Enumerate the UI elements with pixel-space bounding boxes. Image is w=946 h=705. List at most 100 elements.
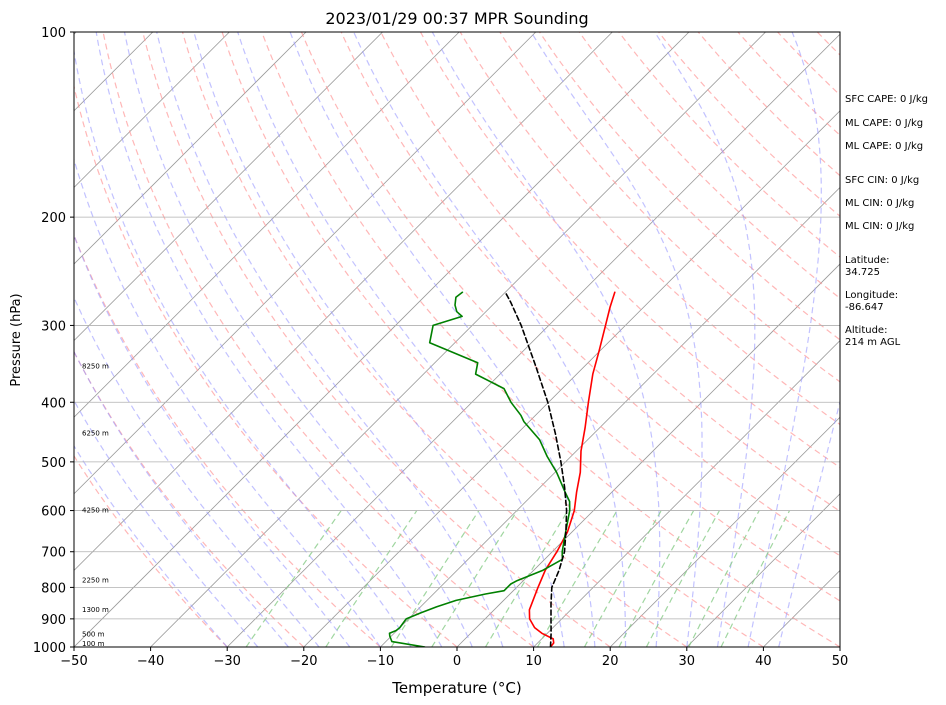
moist-adiabat-line — [431, 32, 661, 647]
ml-cape-text: ML CAPE: 0 J/kg — [845, 118, 924, 129]
moist-adiabat-line — [74, 47, 412, 647]
dry-adiabat-line — [261, 32, 840, 647]
mixing-ratio-line — [720, 510, 791, 647]
dry-adiabat-line — [539, 32, 840, 341]
y-tick-label: 400 — [41, 396, 66, 411]
y-tick-label: 100 — [41, 26, 66, 41]
altitude-label: 6250 m — [82, 430, 109, 438]
isotherm-line — [74, 32, 460, 418]
temperature-line — [528, 291, 616, 647]
dry-adiabat-line — [459, 32, 840, 426]
moist-adiabat-line — [74, 157, 381, 647]
altitude-label: 8250 m — [82, 363, 109, 371]
moist-adiabat-line — [156, 32, 504, 647]
isotherm-line — [74, 32, 230, 188]
isotherm-line — [456, 263, 840, 647]
altitude-label: 500 m — [82, 631, 105, 639]
moist-adiabat-line — [74, 399, 259, 647]
x-tick-label: 10 — [525, 654, 542, 669]
isotherm-line — [533, 340, 840, 647]
moist-adiabat-line — [74, 444, 228, 647]
dry-adiabat-line — [300, 32, 840, 602]
moist-adiabat-line — [74, 233, 351, 647]
mixing-ratio-line — [583, 510, 662, 647]
mixing-ratio-line — [536, 510, 618, 647]
dry-adiabat-line — [181, 32, 688, 647]
isotherm-line — [226, 33, 840, 647]
x-tick-label: −20 — [290, 654, 317, 669]
isotherm-line — [74, 32, 537, 495]
longitude-text: Longitude: -86.647 — [845, 290, 899, 313]
pressure-grid — [74, 32, 840, 647]
isotherm-line — [150, 32, 766, 647]
dry-adiabat-line — [340, 32, 840, 557]
altitude-label: 1300 m — [82, 606, 109, 614]
isotherm-line — [380, 186, 840, 647]
isotherm-line — [74, 32, 613, 571]
dry-adiabat-line — [102, 32, 534, 647]
y-tick-label: 800 — [41, 581, 66, 596]
y-tick-label: 900 — [41, 613, 66, 628]
dewpoint-line — [388, 291, 571, 647]
y-axis-ticks: 100 200 300 400 500 600 700 800 900 1000 — [33, 26, 74, 656]
dry-adiabat-line — [499, 32, 840, 383]
ml-cin-text-2: ML CIN: 0 J/kg — [845, 221, 915, 232]
mixing-ratio-line — [645, 510, 720, 647]
y-axis-label: Pressure (hPa) — [9, 293, 24, 386]
parcel-line — [504, 291, 568, 647]
sfc-cape-text: SFC CAPE: 0 J/kg — [845, 94, 928, 105]
x-tick-label: 20 — [602, 654, 619, 669]
isotherm-line — [686, 493, 840, 647]
dry-adiabat-line — [221, 32, 764, 647]
y-tick-label: 700 — [41, 546, 66, 561]
ml-cin-text: ML CIN: 0 J/kg — [845, 198, 915, 209]
x-axis-label: Temperature (°C) — [391, 679, 521, 697]
mixing-ratio-line — [688, 510, 760, 647]
moist-adiabat-line — [778, 399, 840, 647]
moist-adiabat-line — [353, 32, 627, 647]
altitude-label: 100 m — [82, 640, 105, 648]
x-tick-label: −40 — [137, 654, 164, 669]
isotherm-line — [609, 416, 840, 647]
x-tick-label: −50 — [60, 654, 87, 669]
y-tick-label: 600 — [41, 505, 66, 520]
dry-adiabat-line — [658, 32, 840, 217]
latitude-text: Latitude: 34.725 — [845, 255, 890, 278]
x-axis-ticks: −50 −40 −30 −20 −10 0 10 20 30 40 50 — [60, 647, 848, 669]
dry-adiabat-line — [74, 83, 458, 647]
x-tick-label: 50 — [832, 654, 849, 669]
moist-adiabat-line — [530, 32, 703, 647]
dry-adiabat-line — [142, 32, 611, 647]
dry-adiabat-line — [74, 233, 381, 647]
ml-cape-text-2: ML CAPE: 0 J/kg — [845, 141, 924, 152]
profile-lines — [388, 291, 616, 647]
altitude-label: 2250 m — [82, 577, 109, 585]
altitude-label: 4250 m — [82, 507, 109, 515]
plot-area — [74, 32, 840, 647]
y-tick-label: 300 — [41, 319, 66, 334]
dry-adiabat-line — [419, 32, 840, 469]
reference-lines — [74, 32, 946, 647]
x-tick-label: 0 — [453, 654, 461, 669]
moist-adiabat-line — [193, 32, 535, 647]
moist-adiabat-line — [747, 32, 822, 647]
x-tick-label: −30 — [213, 654, 240, 669]
y-tick-label: 500 — [41, 456, 66, 471]
x-tick-label: 30 — [679, 654, 696, 669]
isotherm-line — [74, 32, 690, 647]
moist-adiabat-line — [654, 32, 756, 647]
dry-adiabat-line — [936, 32, 946, 647]
mixing-ratio-line — [618, 510, 695, 647]
chart-title: 2023/01/29 00:37 MPR Sounding — [325, 9, 588, 28]
moist-adiabat-line — [237, 32, 565, 647]
isotherm-line — [74, 32, 383, 342]
altitude-text: Altitude: 214 m AGL — [845, 325, 901, 348]
y-tick-label: 200 — [41, 211, 66, 226]
sfc-cin-text: SFC CIN: 0 J/kg — [845, 175, 920, 186]
mixing-ratio-line — [484, 510, 569, 647]
dry-adiabat-line — [697, 32, 840, 177]
isotherm-line — [303, 110, 840, 647]
moist-adiabat-line — [123, 32, 473, 647]
